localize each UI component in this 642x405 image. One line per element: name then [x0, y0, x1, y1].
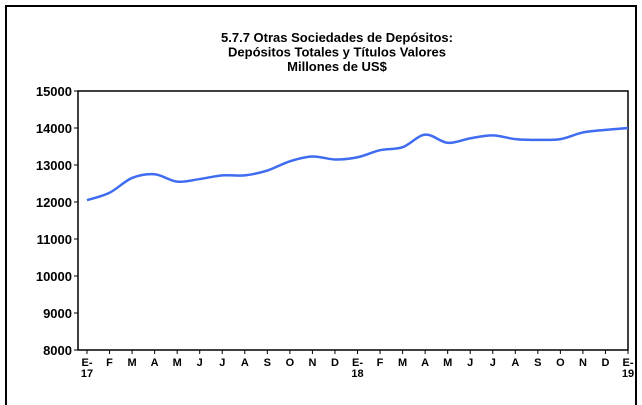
x-tick-label: N: [579, 357, 587, 369]
y-tick-label: 10000: [36, 269, 72, 284]
x-tick-label: O: [556, 357, 565, 369]
x-tick-label: M: [443, 357, 452, 369]
x-tick-label: J: [219, 357, 225, 369]
plot-area: [77, 90, 629, 351]
y-tick-label: 13000: [36, 158, 72, 173]
y-tick-label: 11000: [37, 232, 72, 247]
y-tick-label: 9000: [43, 306, 72, 321]
y-tick-label: 14000: [36, 121, 72, 136]
x-tick-label: J: [467, 357, 473, 369]
x-tick-label: E-19: [622, 357, 634, 380]
y-tick-label: 8000: [43, 343, 72, 358]
x-tick-label: F: [377, 357, 384, 369]
x-tick-label: M: [127, 357, 136, 369]
x-tick-label: J: [490, 357, 496, 369]
x-tick-label: M: [398, 357, 407, 369]
x-tick-label: J: [197, 357, 203, 369]
x-tick-label: F: [106, 357, 113, 369]
data-line: [86, 126, 629, 202]
x-tick-label: O: [286, 357, 295, 369]
x-tick-label: N: [308, 357, 316, 369]
chart-border: [5, 5, 637, 405]
x-tick-label: A: [151, 357, 159, 369]
x-tick-label: A: [511, 357, 519, 369]
chart-title: 5.7.7 Otras Sociedades de Depósitos:: [221, 30, 453, 45]
x-tick-label: A: [241, 357, 249, 369]
y-tick-label: 15000: [36, 84, 72, 99]
x-tick-label: E-17: [81, 357, 93, 380]
y-tick-label: 12000: [36, 195, 72, 210]
x-tick-label: S: [264, 357, 271, 369]
x-tick-label: D: [331, 357, 339, 369]
x-tick-label: M: [173, 357, 182, 369]
x-tick-label: E-18: [351, 357, 363, 380]
chart-title: Millones de US$: [287, 59, 387, 74]
x-tick-label: D: [601, 357, 609, 369]
x-tick-label: A: [421, 357, 429, 369]
chart-title: Depósitos Totales y Títulos Valores: [228, 45, 446, 60]
x-tick-label: S: [534, 357, 541, 369]
